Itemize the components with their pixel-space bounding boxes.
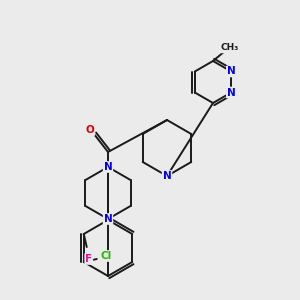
Text: N: N [163, 171, 171, 181]
Text: O: O [85, 125, 94, 135]
Text: CH₃: CH₃ [221, 44, 239, 52]
Text: N: N [227, 88, 236, 98]
Text: N: N [103, 162, 112, 172]
Text: N: N [103, 214, 112, 224]
Text: N: N [227, 67, 236, 76]
Text: F: F [85, 254, 92, 264]
Text: Cl: Cl [100, 251, 111, 261]
